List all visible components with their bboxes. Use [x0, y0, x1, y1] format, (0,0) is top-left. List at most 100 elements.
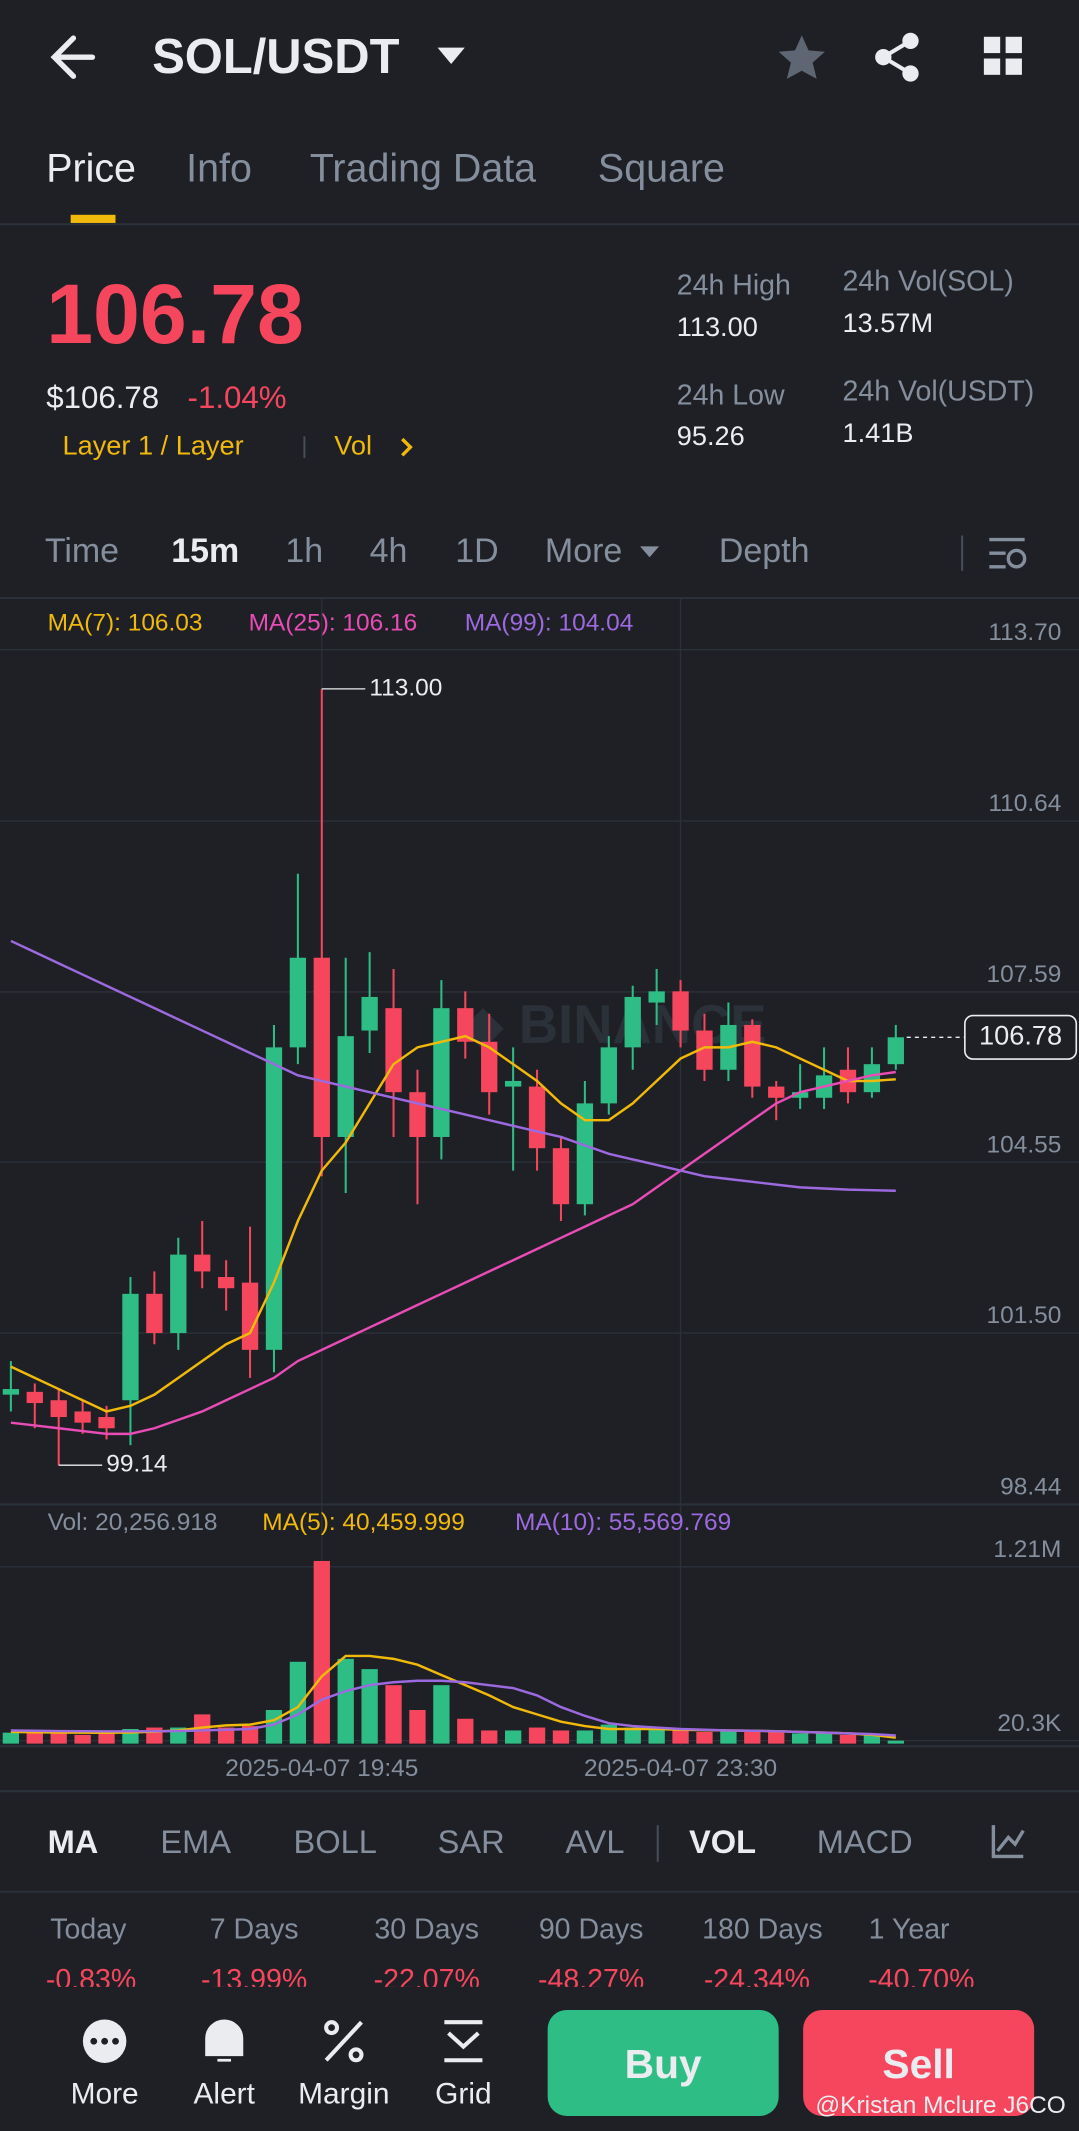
vol-tick-label: 1.21M: [993, 1536, 1061, 1563]
candle-body: [552, 1148, 570, 1205]
volume-bar: [74, 1734, 91, 1744]
volume-bar: [863, 1734, 881, 1744]
y-tick-label: 110.64: [988, 790, 1061, 817]
candle-body: [887, 1037, 904, 1065]
candle-body: [600, 1047, 617, 1104]
usd-price: $106.78: [46, 380, 159, 415]
stat-label: 24h Low: [677, 379, 785, 411]
candle-body: [26, 1391, 43, 1404]
margin-icon[interactable]: [324, 2020, 364, 2063]
chart: 113.70 110.64 107.59 104.55 101.50 98.44 1.21M…: [0, 598, 1079, 1782]
favorite-button[interactable]: [778, 35, 825, 79]
volume-bar: [696, 1731, 713, 1744]
stat-value: 113.00: [677, 311, 758, 342]
pair-title[interactable]: SOL/USDT: [152, 30, 399, 84]
tab[interactable]: Info: [186, 147, 252, 191]
indicator[interactable]: VOL: [689, 1823, 756, 1860]
buy-button[interactable]: [547, 2009, 779, 2116]
pair-dropdown[interactable]: [437, 47, 465, 64]
chart-settings[interactable]: [989, 537, 1027, 569]
stat-value: 95.26: [677, 420, 745, 451]
ma-label: MA(25): 106.16: [249, 609, 418, 636]
candle-body: [744, 1024, 761, 1087]
nav-label[interactable]: Margin: [298, 2077, 389, 2110]
candle-body: [624, 996, 641, 1048]
volume-bar: [672, 1730, 689, 1744]
tab[interactable]: Price: [46, 147, 136, 191]
interval[interactable]: More: [545, 532, 622, 570]
volume-bar: [26, 1732, 43, 1744]
grid-button[interactable]: [983, 36, 1022, 75]
volume-bar: [624, 1727, 641, 1744]
stat-label: 24h High: [677, 269, 791, 301]
indicator[interactable]: AVL: [565, 1823, 624, 1860]
interval[interactable]: Depth: [719, 532, 810, 570]
volume-bar: [768, 1731, 785, 1744]
candle-body: [576, 1103, 594, 1205]
volume-bar: [361, 1669, 378, 1744]
y-tick-label: 104.55: [987, 1131, 1062, 1158]
volume-bar: [409, 1710, 426, 1744]
stat-label: 24h Vol(SOL): [843, 265, 1014, 297]
period-label: 90 Days: [539, 1914, 644, 1946]
ma-label: MA(99): 104.04: [465, 609, 634, 636]
interval[interactable]: 15m: [171, 532, 239, 570]
volume-bar: [720, 1730, 737, 1744]
ma-label: MA(7): 106.03: [48, 609, 203, 636]
interval[interactable]: 4h: [370, 532, 408, 570]
indicator[interactable]: MA: [48, 1823, 99, 1860]
vol-tick-label: 20.3K: [997, 1710, 1062, 1737]
last-price: 106.78: [46, 267, 304, 361]
share-button[interactable]: [875, 32, 919, 82]
candle-body: [98, 1417, 115, 1429]
grid-icon[interactable]: [444, 2020, 483, 2063]
period-label: 7 Days: [210, 1914, 299, 1946]
tab[interactable]: Square: [598, 147, 725, 191]
tag[interactable]: Layer 1 / Layer: [63, 429, 244, 460]
chevron: [401, 437, 413, 457]
nav-label[interactable]: Grid: [435, 2077, 491, 2110]
buy-label[interactable]: Buy: [625, 2041, 702, 2087]
tab[interactable]: Trading Data: [310, 147, 536, 191]
y-tick-label: 98.44: [1000, 1474, 1061, 1501]
last-price-box: [964, 1014, 1078, 1060]
candle-body: [385, 1008, 402, 1093]
indicator-settings[interactable]: [991, 1825, 1025, 1859]
candle-body: [2, 1389, 20, 1395]
volume-bar: [481, 1730, 498, 1744]
sell-label[interactable]: Sell: [882, 2041, 955, 2087]
more-icon[interactable]: [82, 2019, 127, 2063]
period-label: 180 Days: [702, 1914, 822, 1946]
candle-body: [528, 1086, 546, 1149]
alert-icon[interactable]: [205, 2019, 244, 2062]
watermark: @Kristan Mclure J6CO: [815, 2092, 1065, 2119]
nav-label[interactable]: Alert: [194, 2077, 256, 2110]
volume-bar: [50, 1733, 67, 1744]
indicator[interactable]: SAR: [438, 1823, 505, 1860]
indicator[interactable]: MACD: [817, 1823, 913, 1860]
min-label: 99.14: [106, 1451, 167, 1478]
candle-body: [504, 1080, 522, 1087]
interval[interactable]: Time: [45, 532, 119, 570]
more-caret: [640, 546, 660, 558]
indicator[interactable]: BOLL: [294, 1823, 377, 1860]
nav-label[interactable]: More: [71, 2077, 139, 2110]
candle-body: [863, 1064, 881, 1093]
interval[interactable]: 1D: [455, 532, 498, 570]
tag[interactable]: Vol: [334, 429, 372, 460]
period-label: 30 Days: [374, 1914, 479, 1946]
max-label: 113.00: [369, 674, 442, 701]
candle-body: [313, 957, 330, 1137]
indicator[interactable]: EMA: [160, 1823, 231, 1860]
vol-ma-label: MA(10): 55,569.769: [515, 1509, 731, 1536]
candle-body: [433, 1008, 450, 1137]
back-button[interactable]: [50, 35, 96, 79]
volume-bar: [815, 1733, 833, 1744]
interval[interactable]: 1h: [285, 532, 323, 570]
sell-button[interactable]: [803, 2009, 1035, 2116]
candle-body: [768, 1086, 785, 1098]
price-change: -1.04%: [188, 380, 287, 415]
ma-line: [10, 1070, 896, 1436]
candle-body: [241, 1282, 259, 1350]
